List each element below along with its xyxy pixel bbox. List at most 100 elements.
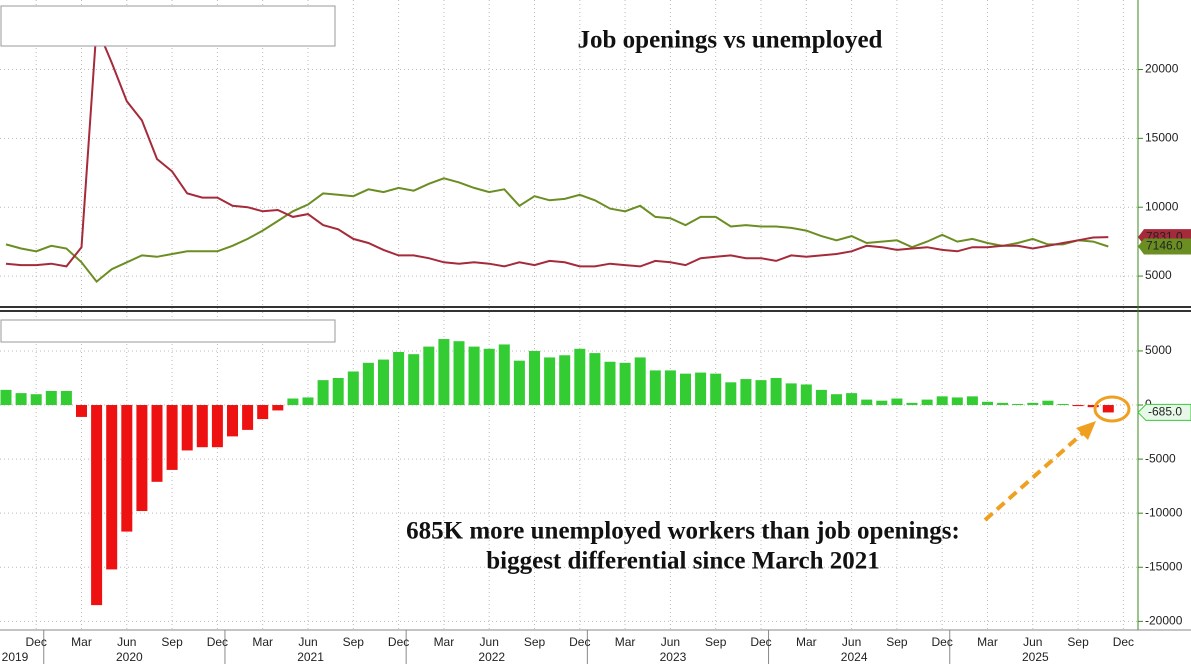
bar bbox=[921, 399, 933, 406]
bar bbox=[815, 389, 827, 406]
bar bbox=[710, 373, 722, 406]
y-tick-label: -5000 bbox=[1145, 451, 1176, 465]
x-tick-label: Jun bbox=[1023, 635, 1042, 649]
y-tick-label: -15000 bbox=[1145, 559, 1183, 573]
x-tick-label: Mar bbox=[615, 635, 636, 649]
marks bbox=[0, 26, 1114, 606]
x-tick-label: Jun bbox=[298, 635, 317, 649]
x-tick-label: Dec bbox=[207, 635, 228, 649]
bar bbox=[831, 394, 842, 406]
bar bbox=[45, 390, 57, 406]
bar bbox=[121, 405, 133, 532]
year-label: 2020 bbox=[116, 650, 143, 664]
bar bbox=[196, 405, 208, 448]
bar bbox=[272, 405, 284, 411]
bar bbox=[997, 402, 1009, 406]
bar bbox=[619, 362, 631, 406]
bar bbox=[242, 405, 254, 430]
bar bbox=[257, 405, 269, 420]
value-badge-label: -685.0 bbox=[1148, 405, 1182, 419]
bar bbox=[513, 360, 525, 406]
x-tick-label: Jun bbox=[661, 635, 680, 649]
bar bbox=[785, 383, 797, 406]
y-tick-label: -10000 bbox=[1145, 505, 1183, 519]
bar bbox=[106, 405, 118, 570]
x-tick-label: Dec bbox=[388, 635, 409, 649]
x-tick-label: Dec bbox=[1113, 635, 1134, 649]
bar bbox=[211, 405, 223, 448]
bar bbox=[936, 396, 948, 406]
bar bbox=[906, 402, 918, 406]
x-tick-label: Mar bbox=[252, 635, 273, 649]
year-label: 2024 bbox=[841, 650, 868, 664]
year-label: 2023 bbox=[660, 650, 687, 664]
x-tick-label: Mar bbox=[796, 635, 817, 649]
bar bbox=[846, 393, 858, 406]
value-badge bbox=[1138, 238, 1191, 255]
bar bbox=[393, 352, 405, 406]
bar bbox=[453, 341, 465, 406]
legend bbox=[0, 5, 336, 47]
bar bbox=[287, 398, 299, 406]
x-tick-label: Dec bbox=[750, 635, 771, 649]
bar bbox=[91, 405, 103, 606]
x-tick-label: Sep bbox=[161, 635, 183, 649]
y-tick-label: 5000 bbox=[1145, 343, 1172, 357]
x-tick-label: Mar bbox=[71, 635, 92, 649]
x-tick-label: Dec bbox=[569, 635, 590, 649]
bar bbox=[680, 373, 691, 406]
bar bbox=[60, 390, 72, 406]
bar bbox=[544, 357, 556, 406]
bar bbox=[438, 339, 450, 406]
annotation: biggest differential since March 2021 bbox=[486, 548, 879, 575]
year-label: 2022 bbox=[478, 650, 505, 664]
bar bbox=[136, 405, 148, 512]
bar bbox=[876, 400, 888, 406]
bar bbox=[891, 398, 903, 406]
bar bbox=[423, 346, 435, 406]
bar bbox=[725, 382, 737, 406]
value-badge-label: 7146.0 bbox=[1146, 239, 1183, 253]
annotation: 685K more unemployed workers than job op… bbox=[406, 518, 960, 545]
arrow bbox=[983, 430, 1086, 522]
bar bbox=[498, 344, 510, 406]
bar bbox=[604, 361, 616, 406]
grid bbox=[0, 0, 1143, 664]
bar bbox=[695, 372, 707, 406]
bar bbox=[378, 359, 389, 406]
chart-title: Job openings vs unemployed bbox=[578, 27, 883, 54]
bar bbox=[664, 370, 676, 406]
bar bbox=[15, 393, 27, 406]
bar bbox=[151, 405, 163, 482]
series-line bbox=[5, 26, 1109, 268]
x-tick-label: Mar bbox=[977, 635, 998, 649]
bar bbox=[1087, 405, 1099, 408]
x-tick-label: Dec bbox=[26, 635, 47, 649]
x-tick-label: Sep bbox=[1067, 635, 1089, 649]
bar bbox=[227, 405, 238, 437]
bar bbox=[468, 346, 480, 406]
bar bbox=[1072, 405, 1084, 407]
bar bbox=[574, 348, 586, 406]
bar bbox=[362, 362, 374, 406]
bar bbox=[408, 354, 420, 406]
y-tick-label: 10000 bbox=[1145, 199, 1179, 213]
bar bbox=[951, 397, 963, 406]
y-tick-label: 20000 bbox=[1145, 62, 1179, 76]
value-badge bbox=[1137, 403, 1191, 421]
bar bbox=[1102, 405, 1114, 413]
legend bbox=[0, 319, 336, 343]
bar bbox=[76, 405, 87, 417]
bar bbox=[302, 397, 314, 406]
bar bbox=[770, 377, 782, 406]
x-tick-label: Jun bbox=[842, 635, 861, 649]
bar bbox=[634, 357, 646, 406]
x-tick-label: Sep bbox=[705, 635, 727, 649]
bar bbox=[589, 353, 601, 406]
x-tick-label: Mar bbox=[434, 635, 455, 649]
highlight-circle bbox=[1093, 395, 1131, 423]
x-tick-label: Sep bbox=[524, 635, 546, 649]
bar bbox=[740, 379, 752, 406]
bar bbox=[30, 394, 42, 406]
